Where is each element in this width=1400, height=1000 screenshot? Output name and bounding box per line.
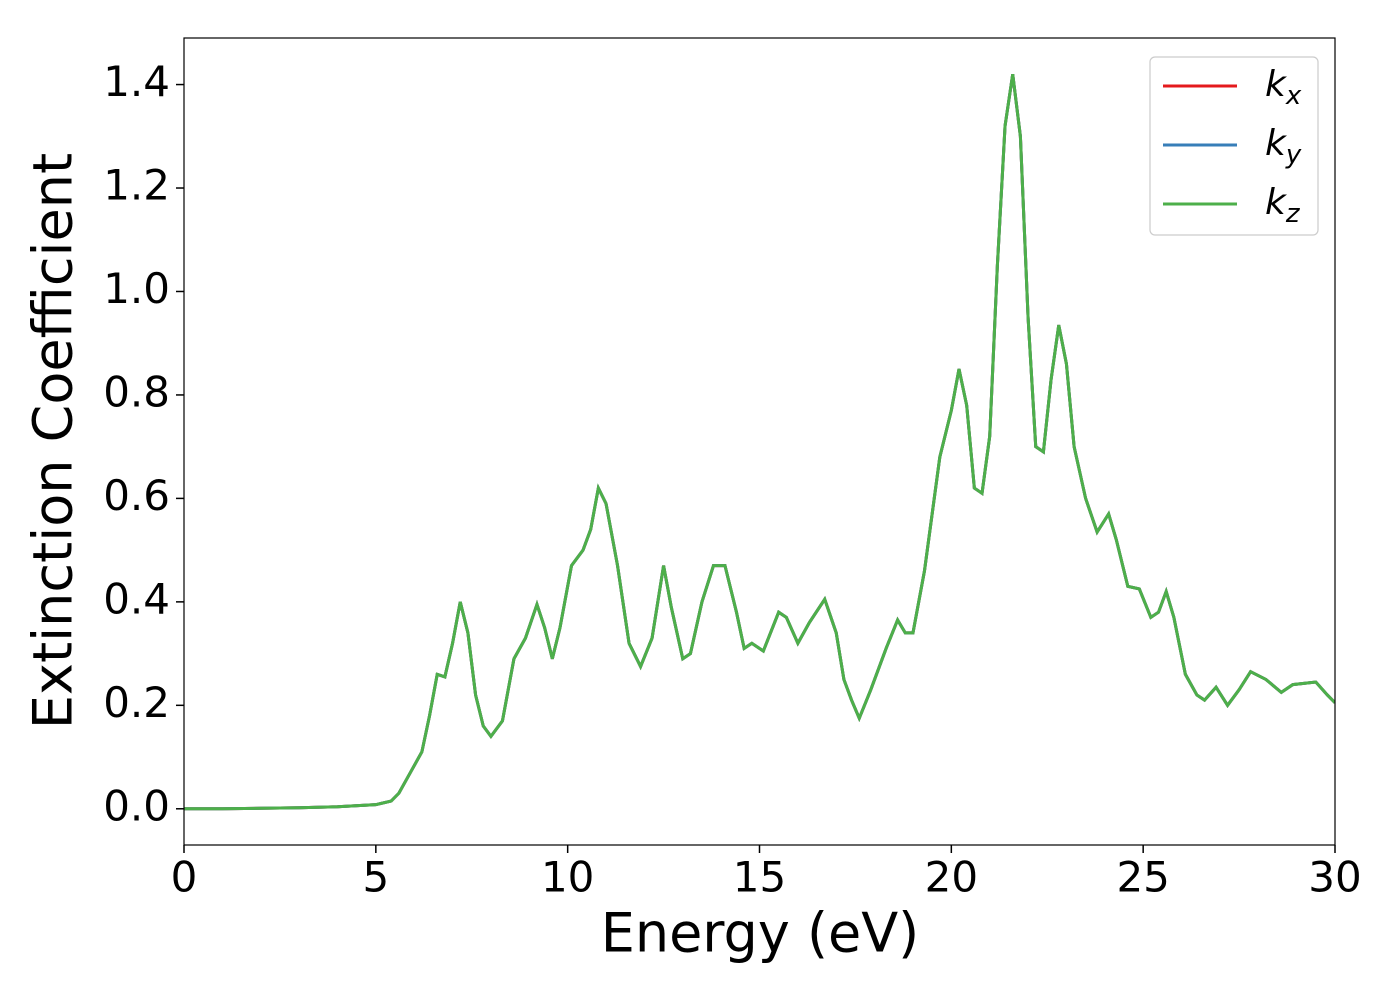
y-tick-label: 0.4: [103, 574, 170, 623]
y-tick-label: 0.6: [103, 471, 170, 520]
y-axis-label: Extinction Coefficient: [22, 153, 85, 729]
x-tick-label: 20: [925, 853, 978, 902]
y-tick-label: 1.0: [103, 264, 170, 313]
y-tick-label: 0.0: [103, 781, 170, 830]
x-tick-label: 25: [1116, 853, 1169, 902]
legend-label: ky: [1265, 123, 1302, 170]
x-axis-label: Energy (eV): [601, 902, 920, 965]
x-tick-label: 10: [541, 853, 594, 902]
x-tick-label: 5: [362, 853, 389, 902]
plot-frame: [183, 37, 1336, 846]
legend-label: kx: [1265, 64, 1302, 111]
y-tick-label: 0.8: [103, 367, 170, 416]
y-tick-label: 0.2: [103, 678, 170, 727]
x-tick-label: 30: [1308, 853, 1361, 902]
y-tick-label: 1.2: [103, 161, 170, 210]
x-tick-label: 0: [171, 853, 198, 902]
x-tick-label: 15: [733, 853, 786, 902]
y-tick-label: 1.4: [103, 57, 170, 106]
legend-label: kz: [1265, 182, 1301, 229]
line-series: [184, 73, 1335, 811]
